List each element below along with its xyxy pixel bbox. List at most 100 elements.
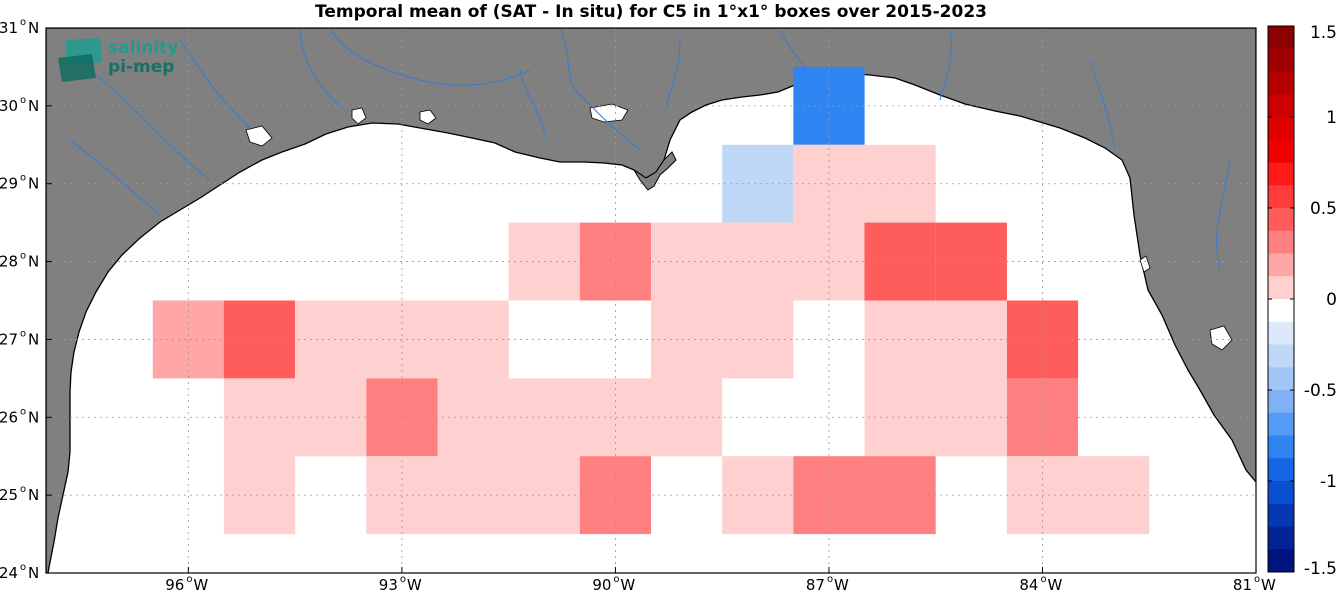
x-tick-label: 87 — [806, 576, 825, 594]
salinity-cell — [651, 222, 723, 301]
colorbar-tick-label: 1.5 — [1310, 23, 1337, 43]
colorbar-swatch — [1268, 253, 1294, 277]
salinity-cells — [152, 66, 1150, 535]
river-pearl — [664, 39, 681, 111]
colorbar-swatch — [1268, 321, 1294, 345]
colorbar-swatch — [1268, 48, 1294, 72]
lake-sabine — [351, 107, 367, 125]
y-tick-hemisphere: N — [28, 97, 39, 115]
y-tick-hemisphere: N — [28, 486, 39, 504]
colorbar-swatch — [1268, 412, 1294, 436]
salinity-cell — [223, 456, 296, 535]
x-tick-degree: o — [1040, 574, 1046, 585]
colorbar-swatch — [1268, 390, 1294, 414]
y-tick-degree: o — [20, 173, 26, 184]
colorbar-swatch — [1268, 139, 1294, 163]
colorbar-swatch — [1268, 94, 1294, 118]
logo-line2: pi-mep — [108, 57, 174, 77]
x-tick-label: 93 — [379, 576, 398, 594]
salinity-cell — [722, 144, 794, 223]
logo-line1: salinity — [108, 38, 178, 58]
salinity-cell — [651, 378, 723, 457]
colorbar-swatch — [1268, 549, 1294, 573]
x-tick-label: 90 — [592, 576, 611, 594]
river-apalachicola — [939, 29, 952, 101]
x-tick-label: 84 — [1019, 576, 1038, 594]
river-brazos — [89, 69, 211, 181]
salinity-cell — [1078, 456, 1150, 535]
y-tick-hemisphere: N — [28, 408, 39, 426]
y-tick-hemisphere: N — [28, 564, 39, 582]
x-tick-degree: o — [400, 574, 406, 585]
map-frame — [45, 27, 1257, 574]
x-tick-label: 81 — [1233, 576, 1252, 594]
colorbar-tick-label: 0.5 — [1310, 199, 1337, 219]
y-tick-label: 30 — [0, 97, 18, 115]
river-colorado-tx — [69, 139, 161, 216]
river-atchafalaya — [519, 69, 546, 136]
colorbar-swatch — [1268, 299, 1294, 323]
y-tick-hemisphere: N — [28, 19, 39, 37]
y-tick-label: 31 — [0, 19, 18, 37]
colorbar-swatch — [1268, 344, 1294, 368]
river-st-johns — [1216, 159, 1231, 271]
y-tick-label: 25 — [0, 486, 18, 504]
x-tick-hemisphere: W — [407, 576, 422, 594]
river-trinity — [179, 39, 251, 129]
colorbar-swatch — [1268, 71, 1294, 95]
salinity-cell — [722, 456, 794, 535]
x-tick-degree: o — [186, 574, 192, 585]
logo-shape-icon — [58, 54, 96, 82]
y-tick-degree: o — [20, 95, 26, 106]
colorbar-swatch — [1268, 458, 1294, 482]
bay-tampa — [1139, 255, 1151, 273]
colorbar-swatch — [1268, 435, 1294, 459]
mississippi-delta — [633, 151, 677, 191]
colorbar-swatch — [1268, 481, 1294, 505]
river-sabine — [299, 28, 346, 111]
colorbar-swatch — [1268, 208, 1294, 232]
lake-pontchartrain — [589, 103, 629, 123]
colorbar-tick-label: -1.5 — [1304, 559, 1337, 579]
salinity-cell — [223, 300, 296, 379]
y-tick-degree: o — [20, 328, 26, 339]
y-tick-degree: o — [20, 562, 26, 573]
x-tick-degree: o — [613, 574, 619, 585]
salinity-cell — [295, 378, 367, 457]
y-tick-degree: o — [20, 251, 26, 262]
salinity-cell — [722, 300, 794, 379]
bay-galveston — [245, 125, 273, 147]
colorbar-swatch — [1268, 117, 1294, 141]
land-north-coast — [46, 28, 1256, 573]
y-tick-label: 24 — [0, 564, 18, 582]
x-tick-label: 96 — [165, 576, 184, 594]
y-tick-label: 29 — [0, 175, 18, 193]
lake-okeechobee — [1209, 325, 1233, 351]
lake-calcasieu — [419, 109, 437, 125]
y-tick-hemisphere: N — [28, 175, 39, 193]
y-tick-degree: o — [20, 484, 26, 495]
y-tick-label: 28 — [0, 253, 18, 271]
colorbar-swatch — [1268, 162, 1294, 186]
salinity-cell — [223, 378, 296, 457]
colorbar-swatch — [1268, 185, 1294, 209]
colorbar-swatch — [1268, 276, 1294, 300]
river-red — [329, 28, 531, 86]
colorbar-tick-label: -1 — [1320, 472, 1337, 492]
y-tick-label: 27 — [0, 330, 18, 348]
x-tick-hemisphere: W — [834, 576, 849, 594]
colorbar-tick-label: 1 — [1326, 108, 1337, 128]
salinity-cell — [295, 222, 367, 301]
salinity-cell — [152, 300, 224, 379]
x-axis: 96 o W 93 o W 90 o W 87 o W 84 o W 81 o W — [165, 567, 1276, 594]
river-suwannee — [1089, 59, 1116, 149]
x-tick-degree: o — [827, 574, 833, 585]
x-tick-degree: o — [1254, 574, 1260, 585]
salinity-cell — [651, 300, 723, 379]
y-axis: 31 o N30 o N29 o N28 o N27 o N26 o N25 o N24 o N — [0, 17, 52, 582]
river-mississippi — [559, 28, 641, 151]
x-tick-hemisphere: W — [1261, 576, 1276, 594]
rivers — [69, 28, 1231, 271]
colorbar-swatch — [1268, 367, 1294, 391]
